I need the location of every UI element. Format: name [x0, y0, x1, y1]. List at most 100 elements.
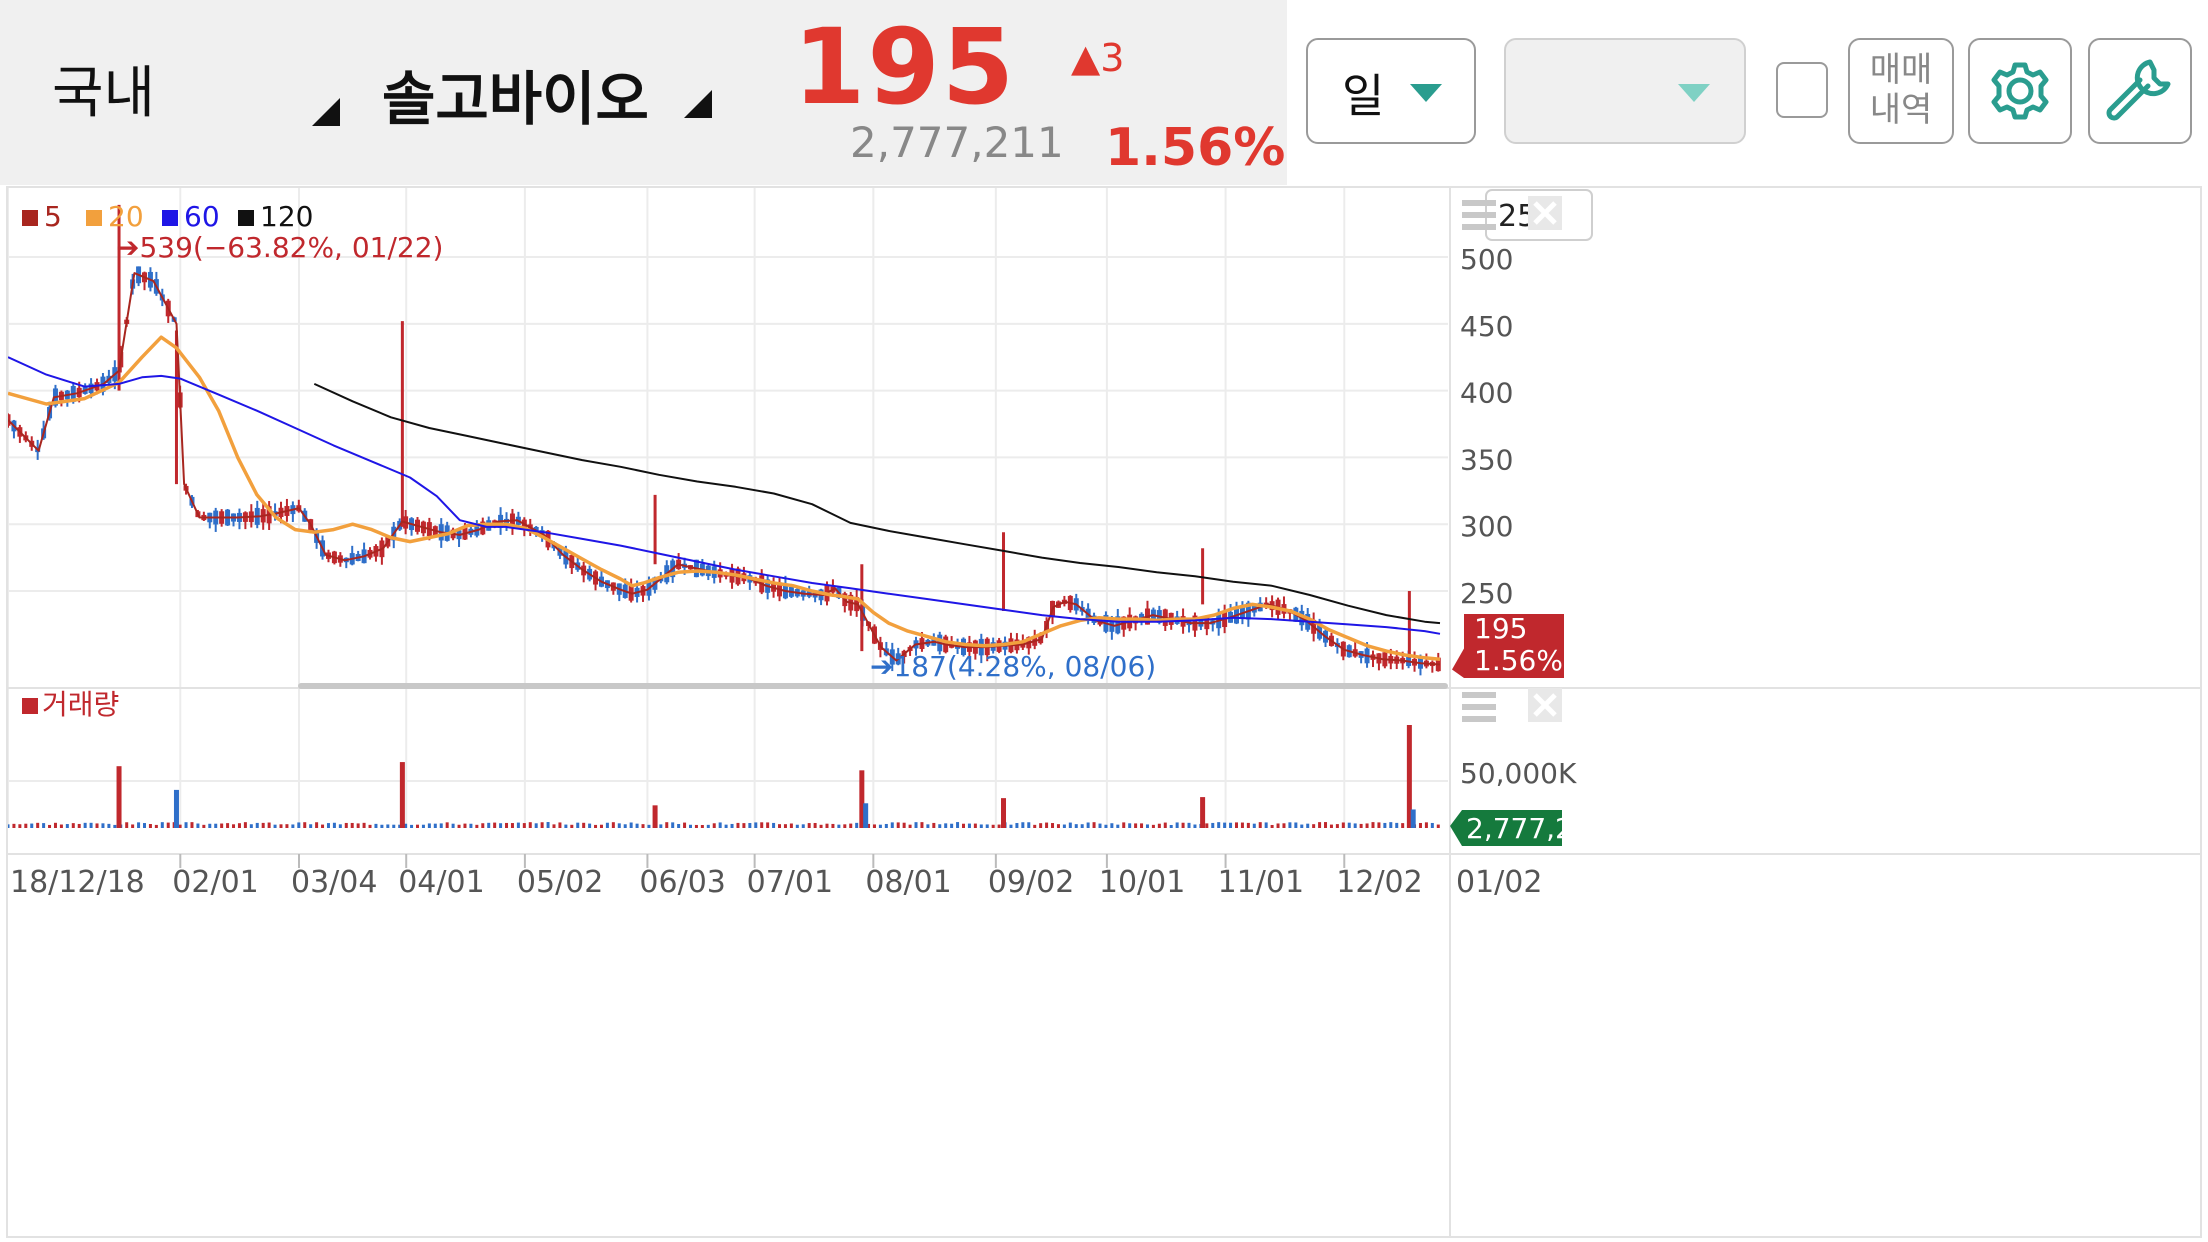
low-annotation: ➔187(4.28%, 08/06)	[870, 650, 1156, 683]
volume-bar	[315, 822, 319, 828]
volume-bar	[1134, 823, 1138, 828]
volume-bar	[421, 824, 425, 828]
volume-bar	[1080, 824, 1084, 828]
close-icon-x	[1533, 693, 1557, 717]
settings-button[interactable]	[1968, 38, 2072, 144]
volume-bar	[101, 823, 105, 828]
volume-bar	[813, 822, 817, 828]
volume-bar	[332, 822, 336, 828]
volume-bar	[706, 824, 710, 828]
volume-bar	[617, 823, 621, 828]
volume-bar	[321, 824, 325, 828]
volume-bar	[629, 822, 633, 828]
volume-bar	[1062, 824, 1066, 828]
wrench-icon	[2106, 59, 2171, 121]
volume-bar	[1300, 824, 1304, 828]
volume-bar	[451, 823, 455, 828]
stock-summary: 국내 솔고바이오 195 ▲3 2,777,211 1.56%	[0, 0, 1287, 185]
volume-bar	[279, 824, 283, 828]
volume-bar	[415, 824, 419, 828]
volume-bar	[766, 822, 770, 828]
volume-bar	[1383, 822, 1387, 828]
volume-bar	[510, 823, 514, 828]
volume-bar	[1145, 824, 1149, 828]
volume-bar	[368, 824, 372, 828]
volume-bar	[926, 824, 930, 828]
volume-bar	[540, 822, 544, 828]
option-checkbox[interactable]	[1776, 62, 1828, 118]
close-icon-x	[1533, 201, 1557, 225]
ma-line-120	[313, 382, 1441, 625]
tools-button[interactable]	[2088, 38, 2192, 144]
volume-bar	[107, 823, 111, 828]
volume-bar	[688, 824, 692, 828]
volume-bar	[783, 824, 787, 828]
volume-bar	[1324, 822, 1328, 828]
menu-icon	[1462, 692, 1496, 722]
volume-bar	[1128, 823, 1132, 828]
trade-history-label-1: 매매	[1869, 50, 1933, 90]
legend-swatch	[22, 210, 38, 226]
current-price: 195	[793, 6, 1017, 128]
volume-bar	[1335, 824, 1339, 828]
volume-spike-bar	[1001, 798, 1007, 828]
x-tick-label: 09/02	[988, 865, 1074, 900]
volume-bar	[991, 824, 995, 828]
volume-bar	[398, 824, 402, 828]
volume-bar	[1329, 824, 1333, 828]
volume-bar	[1246, 822, 1250, 828]
volume-bar	[1276, 823, 1280, 828]
volume-bar	[457, 824, 461, 828]
menu-icon-bar	[1462, 200, 1496, 206]
legend-swatch	[86, 210, 102, 226]
y-tick-label: 500	[1460, 243, 1513, 276]
market-dropdown-icon[interactable]	[312, 98, 340, 126]
market-selector[interactable]: 국내	[52, 61, 156, 126]
volume-bar	[694, 824, 698, 828]
indicator-select[interactable]	[1504, 38, 1746, 144]
volume-spike-bar	[173, 789, 179, 828]
volume-bar	[273, 824, 277, 828]
stock-name-selector[interactable]: 솔고바이오	[382, 65, 649, 133]
volume-bar	[801, 824, 805, 828]
y-tick-label: 450	[1460, 310, 1513, 343]
volume-bar	[445, 822, 449, 828]
volume-bar	[1424, 822, 1428, 828]
volume-bar	[896, 822, 900, 828]
volume-bar	[285, 824, 289, 828]
chart-area[interactable]: 500 450 400 350 300 250 50,000K 5 20 60 120 ➔539(−6…	[5, 186, 2202, 1238]
volume-spike-bar	[652, 805, 658, 828]
stock-chart[interactable]: 500 450 400 350 300 250 50,000K 5 20 60 120➔539(−6…	[5, 188, 2200, 1236]
volume-bar	[1347, 822, 1351, 828]
volume-bar	[599, 824, 603, 828]
price-change: ▲3	[1071, 36, 1125, 80]
volume-bar	[344, 822, 348, 828]
legend-label: 5	[44, 200, 62, 233]
volume-bar	[1258, 822, 1262, 828]
volume-bar	[1116, 824, 1120, 828]
legend-swatch	[162, 210, 178, 226]
volume-bar	[202, 824, 206, 828]
period-select[interactable]: 일	[1306, 38, 1476, 144]
volume-bar	[350, 822, 354, 828]
volume-bar	[1234, 822, 1238, 828]
volume-bar	[831, 823, 835, 828]
volume-bar	[872, 824, 876, 828]
volume-bar	[677, 823, 681, 828]
volume-bar	[1401, 823, 1405, 828]
trade-history-button[interactable]: 매매 내역	[1848, 38, 1954, 144]
price-tag-pct: 1.56%	[1474, 644, 1563, 677]
volume-spike-bar	[1410, 809, 1416, 828]
stock-dropdown-icon[interactable]	[684, 90, 712, 118]
menu-icon-bar	[1462, 716, 1496, 722]
volume-bar	[427, 823, 431, 828]
volume-bar	[297, 822, 301, 828]
volume-bar	[1353, 823, 1357, 828]
volume-bar	[1051, 823, 1055, 828]
menu-icon-bar	[1462, 704, 1496, 710]
volume-bar	[303, 822, 307, 828]
volume-bar	[552, 824, 556, 828]
volume-bar	[1193, 824, 1197, 828]
volume-bar	[356, 823, 360, 828]
volume-bar	[6, 824, 10, 828]
